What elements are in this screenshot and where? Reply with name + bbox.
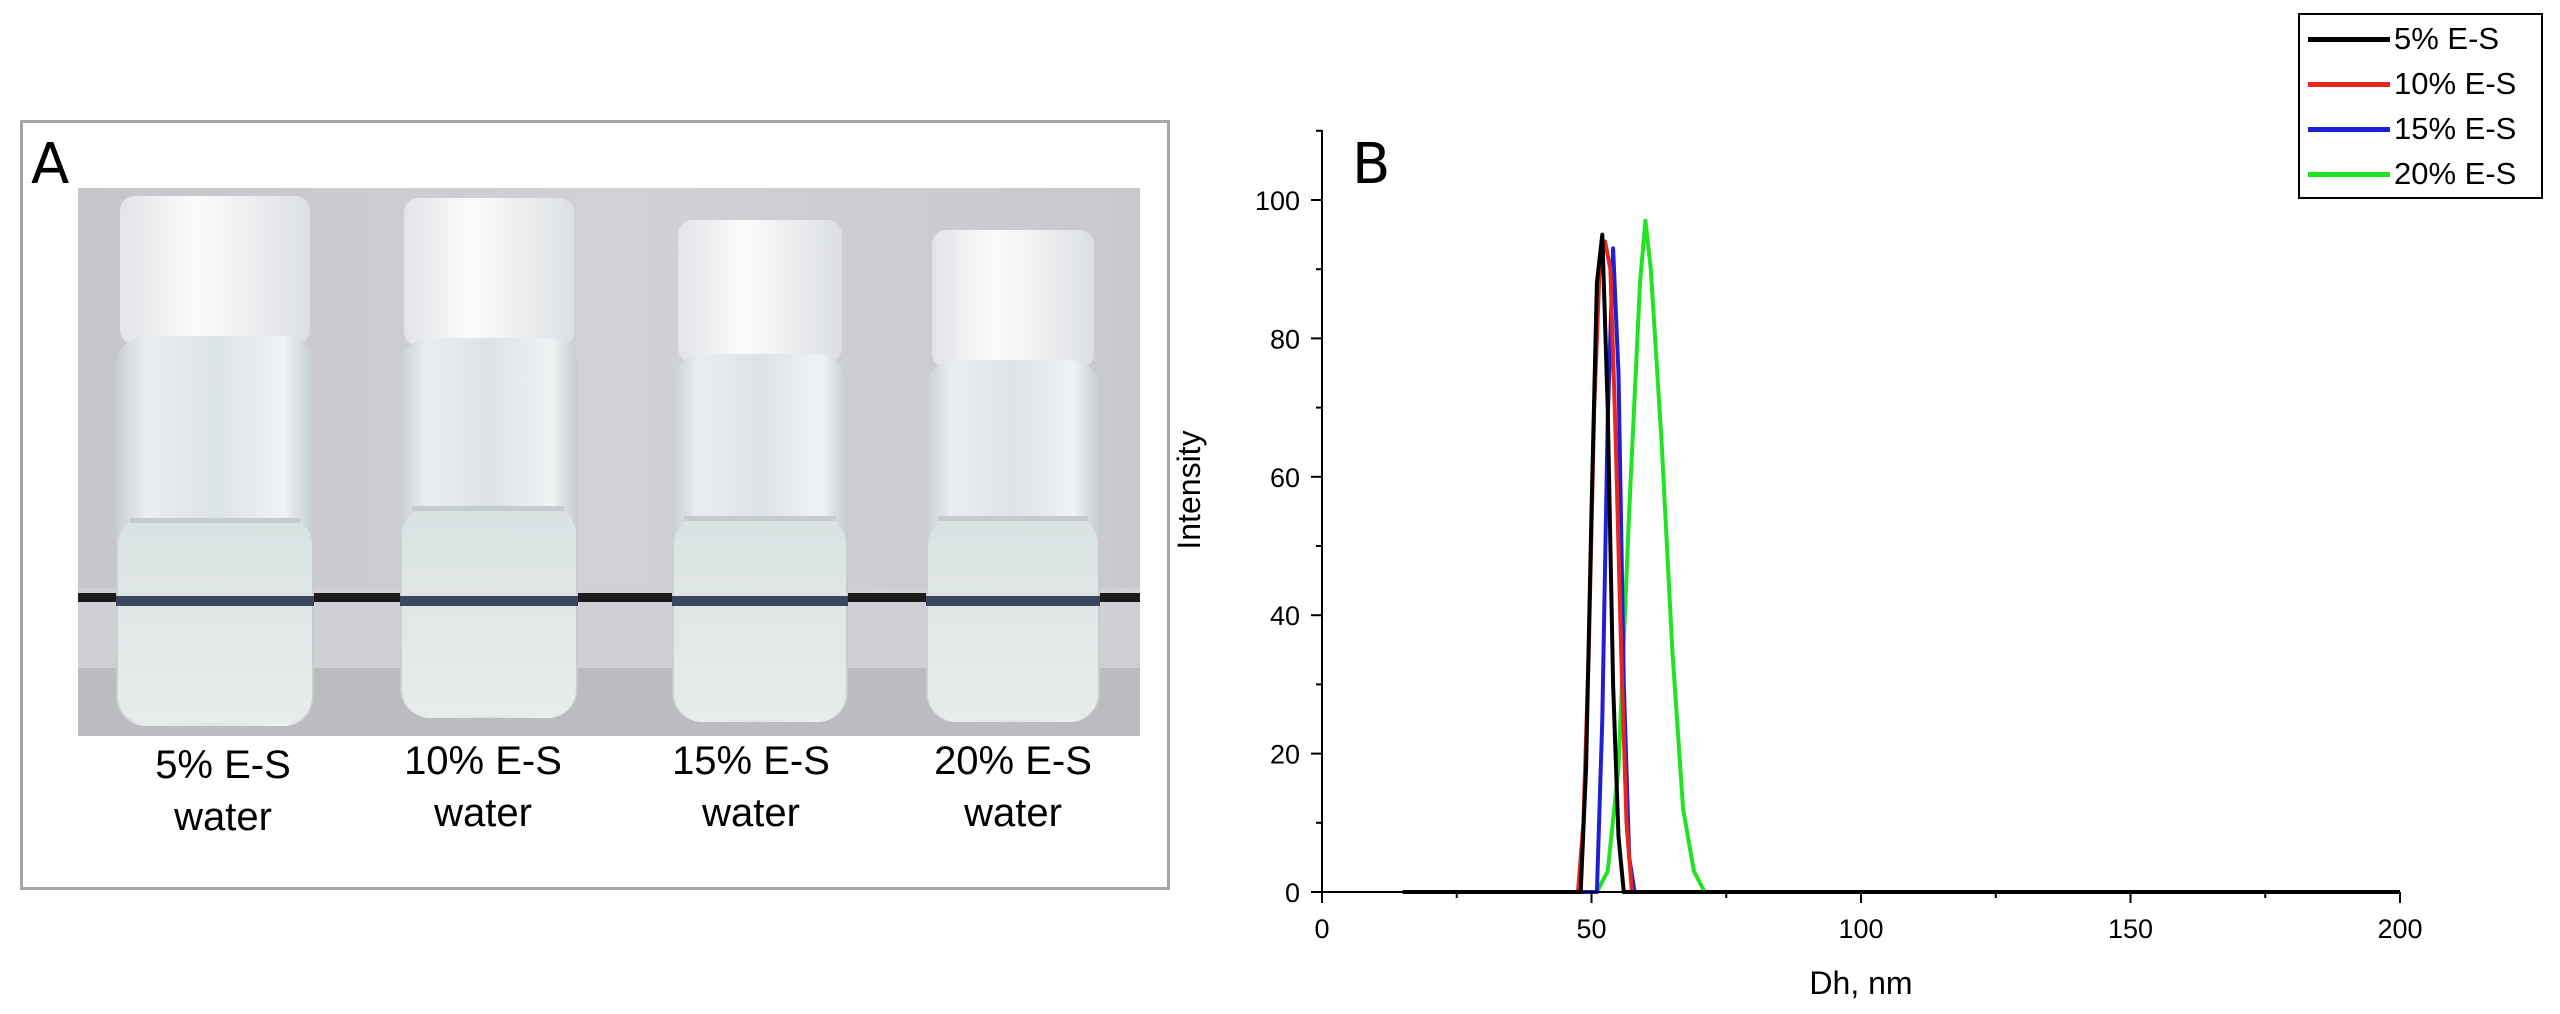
legend-label: 15% E-S xyxy=(2394,111,2517,146)
series-layer xyxy=(1402,218,2400,894)
legend-label: 10% E-S xyxy=(2394,66,2517,101)
axes-layer: 0 50 100 150 200 0 20 40 60 80 100 xyxy=(1255,129,2423,944)
vial-label-2: 10% E-S water xyxy=(373,735,593,839)
series-line-4 xyxy=(1402,218,2400,894)
series-line-1 xyxy=(1402,232,2400,894)
vial-label-3-line1: 15% E-S xyxy=(672,739,830,783)
x-tick-label: 100 xyxy=(1838,914,1883,944)
vial-label-1: 5% E-S water xyxy=(113,739,333,843)
chart-legend: 5% E-S 10% E-S 15% E-S 20% E-S xyxy=(2298,13,2543,199)
x-axis-label: Dh, nm xyxy=(1809,965,1912,1001)
y-tick-label: 0 xyxy=(1285,878,1300,908)
vial-2-graphic xyxy=(400,198,578,718)
vial-3-graphic xyxy=(672,220,848,722)
vial-label-4-line1: 20% E-S xyxy=(934,739,1092,783)
legend-label: 20% E-S xyxy=(2394,156,2517,191)
vial-label-3-line2: water xyxy=(702,791,800,835)
series-line-2 xyxy=(1402,239,2400,894)
vial-label-4-line2: water xyxy=(964,791,1062,835)
series-line-3 xyxy=(1402,246,2400,894)
vial-1-graphic xyxy=(116,196,314,726)
panel-a-letter: A xyxy=(31,132,70,197)
vial-label-3: 15% E-S water xyxy=(641,735,861,839)
vial-label-4: 20% E-S water xyxy=(903,735,1123,839)
legend-entry-20pct: 20% E-S xyxy=(2300,152,2541,196)
y-tick-label: 20 xyxy=(1270,740,1300,770)
vials-photo xyxy=(78,188,1140,736)
legend-label: 5% E-S xyxy=(2394,21,2500,56)
panel-b-letter: B xyxy=(1352,132,1391,197)
legend-swatch xyxy=(2308,172,2390,177)
vial-label-1-line2: water xyxy=(174,795,272,839)
vial-label-1-line1: 5% E-S xyxy=(155,743,291,787)
x-tick-label: 150 xyxy=(2108,914,2153,944)
legend-swatch xyxy=(2308,82,2390,87)
legend-entry-15pct: 15% E-S xyxy=(2300,107,2541,151)
x-tick-label: 0 xyxy=(1314,914,1329,944)
legend-entry-10pct: 10% E-S xyxy=(2300,62,2541,106)
y-tick-label: 40 xyxy=(1270,601,1300,631)
y-tick-label: 80 xyxy=(1270,324,1300,354)
y-tick-label: 100 xyxy=(1255,186,1300,216)
x-tick-label: 200 xyxy=(2377,914,2422,944)
x-tick-label: 50 xyxy=(1576,914,1606,944)
y-axis-label: Intensity xyxy=(1171,430,1207,549)
y-tick-label: 60 xyxy=(1270,463,1300,493)
legend-entry-5pct: 5% E-S xyxy=(2300,17,2541,61)
vial-label-2-line1: 10% E-S xyxy=(404,739,562,783)
vial-4-graphic xyxy=(926,230,1100,722)
legend-swatch xyxy=(2308,127,2390,132)
panel-a: A xyxy=(20,120,1170,890)
legend-swatch xyxy=(2308,37,2390,42)
vial-label-2-line2: water xyxy=(434,791,532,835)
